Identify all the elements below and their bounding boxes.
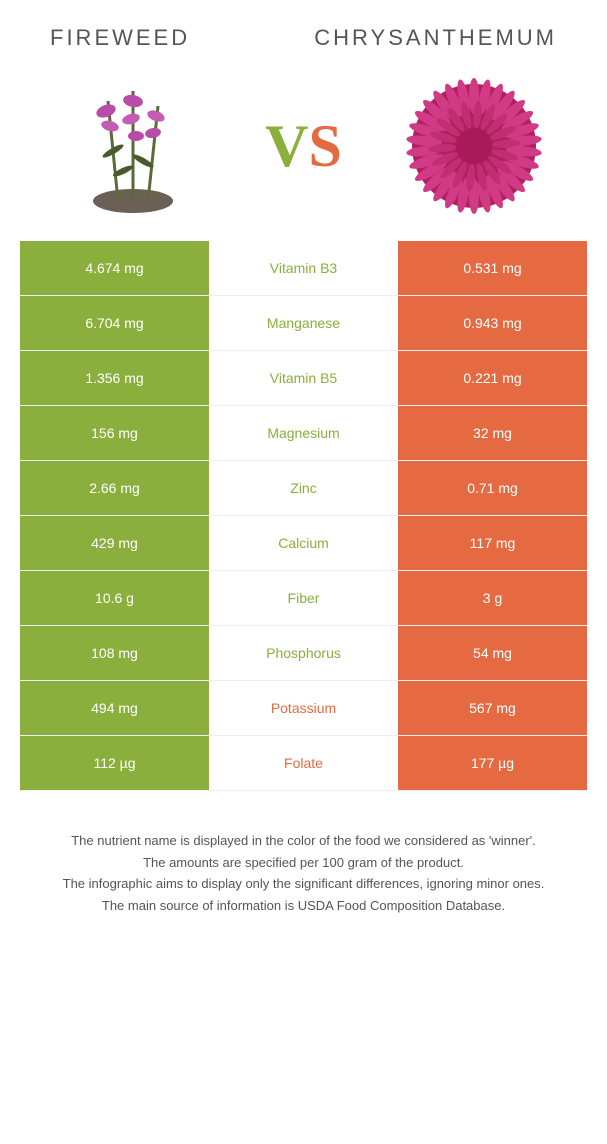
chrysanthemum-image	[399, 71, 549, 221]
right-value: 0.943 mg	[398, 296, 587, 350]
header: Fireweed Chrysanthemum	[0, 0, 607, 61]
right-value: 0.71 mg	[398, 461, 587, 515]
left-value: 6.704 mg	[20, 296, 209, 350]
nutrient-name: Folate	[209, 736, 398, 790]
nutrient-name: Manganese	[209, 296, 398, 350]
table-row: 1.356 mgVitamin B50.221 mg	[20, 351, 587, 406]
vs-label: VS	[265, 112, 342, 181]
left-value: 1.356 mg	[20, 351, 209, 405]
left-value: 156 mg	[20, 406, 209, 460]
left-value: 108 mg	[20, 626, 209, 680]
nutrient-name: Vitamin B3	[209, 241, 398, 295]
nutrient-name: Phosphorus	[209, 626, 398, 680]
vs-s: S	[308, 113, 341, 179]
nutrient-name: Calcium	[209, 516, 398, 570]
images-row: VS	[0, 61, 607, 241]
table-row: 429 mgCalcium117 mg	[20, 516, 587, 571]
right-value: 3 g	[398, 571, 587, 625]
table-row: 2.66 mgZinc0.71 mg	[20, 461, 587, 516]
vs-v: V	[265, 113, 308, 179]
table-row: 494 mgPotassium567 mg	[20, 681, 587, 736]
title-left: Fireweed	[50, 25, 190, 51]
left-value: 2.66 mg	[20, 461, 209, 515]
title-right: Chrysanthemum	[314, 25, 557, 51]
right-value: 177 µg	[398, 736, 587, 790]
footer-line-3: The infographic aims to display only the…	[20, 874, 587, 894]
right-value: 0.221 mg	[398, 351, 587, 405]
right-value: 117 mg	[398, 516, 587, 570]
left-value: 429 mg	[20, 516, 209, 570]
table-row: 108 mgPhosphorus54 mg	[20, 626, 587, 681]
right-value: 54 mg	[398, 626, 587, 680]
left-value: 10.6 g	[20, 571, 209, 625]
nutrient-name: Zinc	[209, 461, 398, 515]
left-value: 494 mg	[20, 681, 209, 735]
left-value: 4.674 mg	[20, 241, 209, 295]
comparison-table: 4.674 mgVitamin B30.531 mg6.704 mgMangan…	[0, 241, 607, 791]
footer-line-1: The nutrient name is displayed in the co…	[20, 831, 587, 851]
footer-line-4: The main source of information is USDA F…	[20, 896, 587, 916]
footer-notes: The nutrient name is displayed in the co…	[0, 791, 607, 937]
nutrient-name: Potassium	[209, 681, 398, 735]
right-value: 567 mg	[398, 681, 587, 735]
right-value: 0.531 mg	[398, 241, 587, 295]
nutrient-name: Magnesium	[209, 406, 398, 460]
right-value: 32 mg	[398, 406, 587, 460]
left-value: 112 µg	[20, 736, 209, 790]
table-row: 6.704 mgManganese0.943 mg	[20, 296, 587, 351]
table-row: 10.6 gFiber3 g	[20, 571, 587, 626]
infographic: Fireweed Chrysanthemum VS	[0, 0, 607, 937]
footer-line-2: The amounts are specified per 100 gram o…	[20, 853, 587, 873]
nutrient-name: Vitamin B5	[209, 351, 398, 405]
nutrient-name: Fiber	[209, 571, 398, 625]
fireweed-image	[58, 71, 208, 221]
table-row: 4.674 mgVitamin B30.531 mg	[20, 241, 587, 296]
table-row: 112 µgFolate177 µg	[20, 736, 587, 791]
table-row: 156 mgMagnesium32 mg	[20, 406, 587, 461]
